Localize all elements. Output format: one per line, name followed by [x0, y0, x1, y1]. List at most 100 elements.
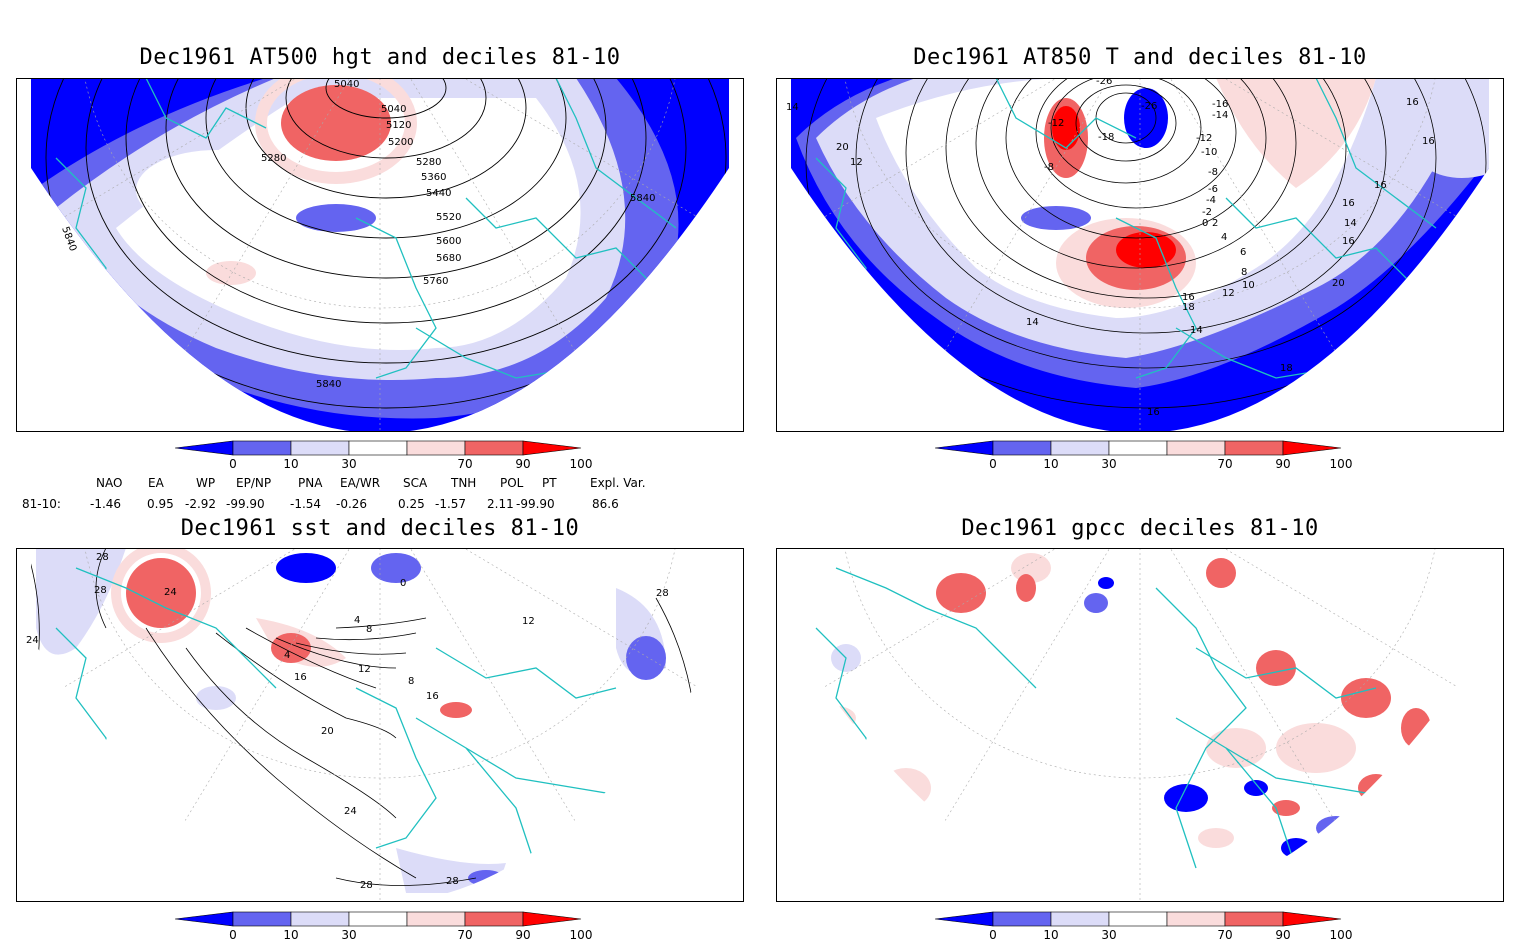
index-header: EA — [148, 476, 164, 490]
colorbar-tick-label: 10 — [283, 928, 298, 940]
index-value: -0.26 — [336, 497, 368, 511]
index-header: Expl. Var. — [590, 476, 646, 490]
contour-label: 16 — [294, 672, 307, 683]
contour-label: 28 — [656, 588, 669, 599]
colorbar-swatch — [348, 911, 408, 927]
contour-label: 8 — [1241, 267, 1247, 278]
colorbar-tr: 0 10 30 70 90 100 — [934, 439, 1355, 479]
contour-label: 8 — [366, 624, 372, 635]
colorbar-tick-label: 0 — [989, 457, 997, 471]
colorbar-swatch — [1224, 911, 1284, 927]
colorbar-tick-label: 90 — [1275, 928, 1290, 940]
colorbar-swatch — [174, 440, 234, 456]
colorbar-tick-label: 70 — [457, 928, 472, 940]
colorbar-tick-label: 90 — [515, 928, 530, 940]
contour-label: 18 — [1182, 302, 1195, 313]
contour-label: 0 — [400, 578, 406, 589]
colorbar-tick-label: 70 — [1217, 457, 1232, 471]
panel-title-tr: Dec1961 AT850 T and deciles 81-10 — [913, 45, 1367, 70]
colorbar-tl: 0 10 30 70 90 100 — [174, 439, 595, 479]
colorbar-swatch — [232, 911, 292, 927]
contour-label: 28 — [94, 585, 107, 596]
panel-title-br: Dec1961 gpcc deciles 81-10 — [961, 516, 1319, 541]
colorbar-ticks: 0 10 30 70 90 100 — [229, 457, 592, 471]
contour-label: 16 — [426, 691, 439, 702]
map-panel-hgt500: 5040 5040 5120 5200 5280 5280 5360 5440 … — [16, 78, 744, 432]
colorbar-swatch — [1282, 440, 1342, 456]
contour-label: 18 — [1280, 363, 1293, 374]
index-header: WP — [196, 476, 216, 490]
colorbar-tick-label: 0 — [989, 928, 997, 940]
contour-label: 24 — [26, 635, 39, 646]
contour-label: -16 — [1212, 99, 1228, 110]
contour-label: 5840 — [316, 379, 341, 390]
contour-label: -8 — [1208, 167, 1218, 178]
contour-label: 16 — [1406, 97, 1419, 108]
colorbar-br: 0 10 30 70 90 100 — [934, 910, 1355, 950]
colorbar: 0 10 30 70 90 100 — [934, 911, 1352, 942]
contour-label: 4 — [1221, 232, 1227, 243]
contour-label: -26 — [1096, 78, 1112, 87]
contour-label: -12 — [1048, 118, 1064, 129]
colorbar-swatch — [934, 440, 994, 456]
map-t850: -26 -26 -12 -18 -8 -16 -14 -12 -10 -8 -6… — [776, 78, 1504, 432]
colorbar-tick-label: 70 — [1217, 928, 1232, 940]
index-header: TNH — [451, 476, 477, 490]
colorbar-swatches — [174, 911, 582, 927]
contour-label: 5200 — [388, 137, 413, 148]
contour-label: 5280 — [261, 153, 286, 164]
colorbar-swatch — [1050, 911, 1110, 927]
contour-label: 6 — [1240, 247, 1246, 258]
colorbar-tick-label: 30 — [1101, 928, 1116, 940]
contour-label: -4 — [1206, 195, 1216, 206]
colorbar-swatch — [406, 911, 466, 927]
contour-label: 0 — [1202, 218, 1208, 229]
index-header: SCA — [403, 476, 428, 490]
contour-label: 2 — [1212, 218, 1218, 229]
colorbar-ticks: 0 10 30 70 90 100 — [989, 457, 1352, 471]
colorbar-swatch — [1166, 440, 1226, 456]
contour-label: 5360 — [421, 172, 446, 183]
colorbar-tick-label: 100 — [1330, 457, 1353, 471]
index-header: EA/WR — [340, 476, 381, 490]
colorbar-swatches — [934, 440, 1342, 456]
colorbar-tick-label: 90 — [515, 457, 530, 471]
colorbar-tick-label: 100 — [570, 457, 593, 471]
colorbar-swatch — [464, 911, 524, 927]
colorbar-tick-label: 10 — [283, 457, 298, 471]
colorbar-swatch — [1166, 911, 1226, 927]
contour-label: 16 — [1342, 236, 1355, 247]
colorbar-swatch — [174, 911, 234, 927]
contour-label: 28 — [96, 552, 109, 563]
contour-label: 5680 — [436, 253, 461, 264]
colorbar-swatch — [934, 911, 994, 927]
contour-label: 14 — [1026, 317, 1039, 328]
contour-label: 20 — [1332, 278, 1345, 289]
map-panel-gpcc — [776, 548, 1504, 902]
index-value: 0.25 — [398, 497, 425, 511]
colorbar-swatch — [992, 911, 1052, 927]
index-value: 2.11 — [487, 497, 514, 511]
contour-label: 16 — [1374, 180, 1387, 191]
index-header: EP/NP — [236, 476, 272, 490]
colorbar-swatch — [348, 440, 408, 456]
contour-label: 4 — [354, 615, 360, 626]
index-row-label: 81-10: — [22, 497, 61, 511]
contour-label: 24 — [164, 587, 177, 598]
contour-label: 12 — [850, 157, 863, 168]
contour-label: 20 — [321, 726, 334, 737]
colorbar-swatch — [992, 440, 1052, 456]
colorbar-swatch — [290, 440, 350, 456]
contour-label: 5280 — [416, 157, 441, 168]
contour-label: 14 — [786, 102, 799, 113]
contour-label: 5120 — [386, 120, 411, 131]
colorbar-swatches — [934, 911, 1342, 927]
map-hgt500: 5040 5040 5120 5200 5280 5280 5360 5440 … — [16, 78, 744, 432]
index-value: -99.90 — [516, 497, 555, 511]
map-panel-sst: 28 28 24 24 0 4 8 12 16 20 24 28 28 4 8 … — [16, 548, 744, 902]
colorbar-bl: 0 10 30 70 90 100 — [174, 910, 595, 950]
contour-label: 5760 — [423, 276, 448, 287]
map-sst: 28 28 24 24 0 4 8 12 16 20 24 28 28 4 8 … — [16, 548, 744, 902]
contour-label: 16 — [1342, 198, 1355, 209]
map-gpcc — [776, 548, 1504, 902]
